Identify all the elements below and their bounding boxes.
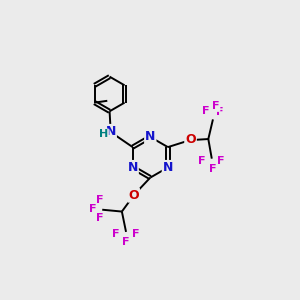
Text: F: F (96, 214, 103, 224)
Text: F: F (122, 237, 130, 247)
Text: F: F (96, 195, 103, 205)
Text: F: F (131, 229, 139, 239)
Text: F: F (217, 156, 224, 166)
Text: F: F (89, 204, 96, 214)
Text: O: O (128, 189, 139, 202)
Text: H: H (99, 129, 108, 140)
Text: F: F (112, 229, 119, 239)
Text: F: F (212, 101, 220, 111)
Text: F: F (216, 107, 224, 117)
Text: F: F (209, 164, 217, 174)
Text: O: O (185, 133, 196, 146)
Text: N: N (128, 161, 138, 174)
Text: N: N (145, 130, 155, 143)
Text: N: N (106, 125, 116, 138)
Text: F: F (198, 156, 206, 166)
Text: N: N (163, 161, 173, 174)
Text: F: F (202, 106, 210, 116)
